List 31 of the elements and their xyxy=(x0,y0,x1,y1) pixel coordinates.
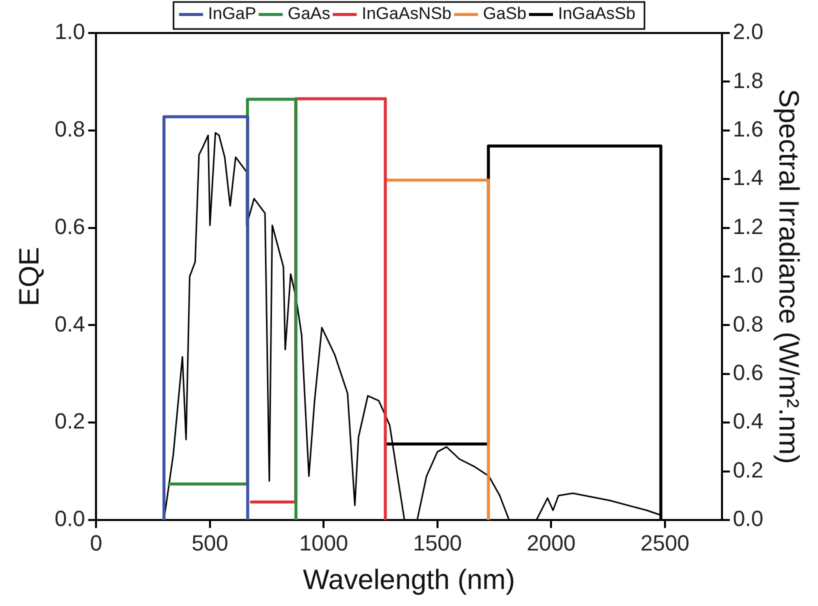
y-tick-label: 0.2 xyxy=(54,408,86,434)
y2-tick-label: 0.2 xyxy=(732,457,764,482)
y2-tick-label: 1.4 xyxy=(732,165,764,190)
legend-label: InGaAsNSb xyxy=(362,4,452,24)
y2-tick-label: 0.8 xyxy=(732,311,764,336)
y-tick-label: 0.4 xyxy=(54,311,86,336)
y-axis-title: EQE xyxy=(14,246,45,306)
legend-label: GaAs xyxy=(288,4,330,24)
y-tick-label: 0.6 xyxy=(54,214,86,239)
y2-tick-label: 0.6 xyxy=(732,360,764,385)
x-axis-title: Wavelength (nm) xyxy=(302,564,516,595)
x-tick-label: 1000 xyxy=(299,530,348,556)
legend-label: InGaP xyxy=(208,4,256,24)
y2-axis-title: Spectral Irradiance (W/m².nm) xyxy=(773,89,804,464)
y2-tick-label: 1.6 xyxy=(732,116,764,142)
legend-label: GaSb xyxy=(483,4,526,24)
y2-tick-label: 0.0 xyxy=(732,506,764,532)
legend-label: InGaAsSb xyxy=(558,4,636,24)
y2-tick-label: 0.4 xyxy=(732,408,764,434)
x-tick-label: 0 xyxy=(90,530,102,556)
y2-tick-label: 2.0 xyxy=(732,19,764,44)
y-tick-label: 0.0 xyxy=(54,506,86,532)
y2-tick-label: 1.2 xyxy=(732,214,764,239)
y2-tick-label: 1.0 xyxy=(732,262,764,288)
y-tick-label: 1.0 xyxy=(54,19,86,44)
y-tick-label: 0.8 xyxy=(54,116,86,142)
x-tick-label: 1500 xyxy=(412,530,462,556)
x-tick-label: 2000 xyxy=(526,530,576,556)
x-tick-label: 500 xyxy=(192,530,228,556)
y2-tick-label: 1.8 xyxy=(732,68,764,93)
x-tick-label: 2500 xyxy=(640,530,690,556)
